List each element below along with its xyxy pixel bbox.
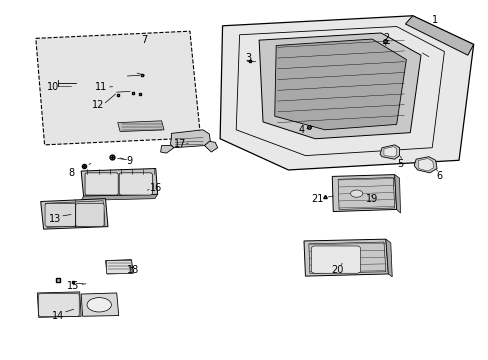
Polygon shape	[220, 16, 473, 170]
Text: 21: 21	[311, 194, 323, 204]
Text: 9: 9	[126, 156, 133, 166]
Polygon shape	[259, 33, 420, 139]
Text: 4: 4	[298, 125, 305, 135]
Text: 11: 11	[94, 82, 106, 92]
Text: 18: 18	[127, 265, 139, 275]
FancyBboxPatch shape	[76, 204, 104, 226]
Polygon shape	[118, 121, 163, 132]
Polygon shape	[385, 239, 391, 277]
Text: 1: 1	[431, 15, 437, 26]
Text: 15: 15	[66, 281, 79, 291]
Ellipse shape	[87, 298, 111, 312]
Polygon shape	[41, 199, 108, 229]
FancyBboxPatch shape	[85, 173, 118, 195]
Text: 5: 5	[397, 159, 403, 169]
Text: 3: 3	[245, 53, 251, 63]
Text: 14: 14	[52, 311, 64, 321]
FancyBboxPatch shape	[106, 261, 132, 274]
Polygon shape	[379, 145, 399, 159]
Polygon shape	[36, 31, 200, 145]
Polygon shape	[81, 293, 119, 316]
Text: 6: 6	[436, 171, 442, 181]
Ellipse shape	[350, 190, 362, 197]
Polygon shape	[394, 175, 400, 213]
Polygon shape	[160, 145, 173, 153]
Polygon shape	[105, 260, 133, 274]
Text: 20: 20	[330, 265, 343, 275]
Text: 12: 12	[92, 100, 104, 110]
Text: 7: 7	[141, 35, 147, 45]
Text: 8: 8	[68, 168, 74, 178]
Polygon shape	[81, 194, 158, 201]
Polygon shape	[170, 130, 210, 148]
Polygon shape	[304, 239, 387, 276]
Polygon shape	[274, 39, 406, 130]
Polygon shape	[417, 158, 433, 171]
Text: 19: 19	[366, 194, 378, 204]
Polygon shape	[81, 168, 158, 196]
FancyBboxPatch shape	[311, 246, 360, 273]
Polygon shape	[383, 147, 396, 157]
FancyBboxPatch shape	[45, 204, 76, 226]
Polygon shape	[405, 16, 473, 55]
Text: 13: 13	[49, 215, 61, 224]
Polygon shape	[413, 157, 436, 173]
Polygon shape	[204, 141, 217, 152]
Polygon shape	[37, 292, 81, 318]
Polygon shape	[331, 175, 396, 212]
FancyBboxPatch shape	[39, 294, 79, 316]
Text: 10: 10	[47, 82, 60, 92]
Text: 2: 2	[382, 33, 388, 43]
Text: 17: 17	[174, 139, 186, 149]
Text: 16: 16	[149, 183, 162, 193]
FancyBboxPatch shape	[119, 173, 152, 195]
